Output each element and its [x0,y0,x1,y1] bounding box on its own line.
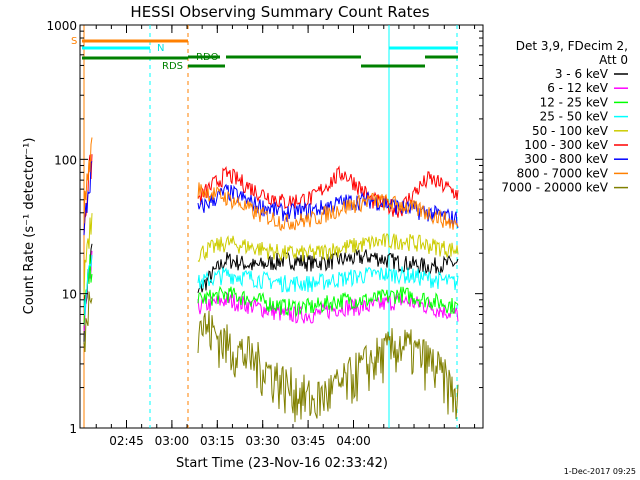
series-line [83,161,459,236]
x-tick-label: 02:45 [109,434,144,448]
x-tick-label: 03:15 [200,434,235,448]
flag-label-rds: RDS [162,61,183,72]
y-axis: 1 10 100 1000 [46,19,483,436]
series-line [83,250,459,332]
series-lines [83,137,459,423]
y-tick-label: 10 [62,288,77,302]
legend-label: 6 - 12 keV [547,81,609,95]
legend-label: 800 - 7000 keV [517,166,609,180]
series-line [83,154,459,236]
x-tick-label: 04:00 [336,434,371,448]
legend-label: 300 - 800 keV [524,152,608,166]
x-tick-label: 03:45 [291,434,326,448]
plot-frame [79,24,484,429]
flag-bars [82,39,458,68]
flag-label-s: S [71,36,77,47]
x-axis: 02:45 03:00 03:15 03:30 03:45 04:00 [95,25,476,448]
legend-label: 25 - 50 keV [540,110,609,124]
x-tick-label: 03:30 [245,434,280,448]
series-line [83,213,459,297]
legend-header-line1: Det 3,9, FDecim 2, [516,39,628,53]
series-line [83,254,459,316]
series-line [83,137,459,232]
legend-label: 50 - 100 keV [532,124,609,138]
y-tick-label: 1 [69,422,77,436]
legend-label: 12 - 25 keV [540,95,609,109]
x-tick-label: 03:00 [155,434,190,448]
y-tick-label: 100 [54,153,77,167]
series-line [83,291,459,423]
legend-label: 7000 - 20000 keV [501,181,608,195]
flag-label-n: N [157,43,164,54]
legend-header-line2: Att 0 [599,53,628,67]
y-axis-label: Count Rate (s⁻¹ detector⁻¹) [22,138,37,315]
footer-date: 1-Dec-2017 09:25 [564,467,636,476]
flag-label-rdo: RDO [196,52,219,63]
legend-label: 3 - 6 keV [555,67,609,81]
x-axis-label: Start Time (23-Nov-16 02:33:42) [176,456,388,471]
legend-label: 100 - 300 keV [524,138,608,152]
vertical-markers [83,25,458,428]
chart-title: HESSI Observing Summary Count Rates [130,3,429,21]
y-tick-label: 1000 [46,19,77,33]
